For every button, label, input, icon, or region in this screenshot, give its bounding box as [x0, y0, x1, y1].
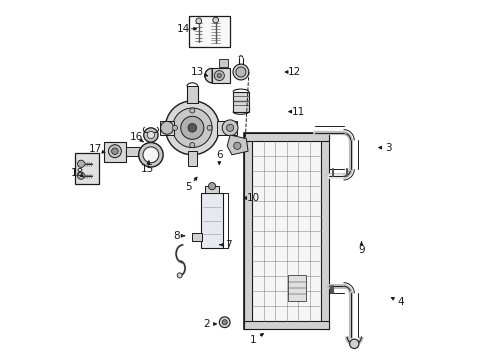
- Text: 13: 13: [191, 67, 204, 77]
- Circle shape: [212, 17, 218, 23]
- Circle shape: [77, 172, 84, 179]
- Circle shape: [172, 108, 212, 148]
- Text: 18: 18: [70, 168, 83, 178]
- Bar: [287, 275, 305, 301]
- Bar: [244, 133, 328, 141]
- Text: 5: 5: [185, 182, 192, 192]
- Text: 8: 8: [172, 231, 179, 241]
- Circle shape: [235, 67, 245, 77]
- Bar: [75, 153, 99, 184]
- Circle shape: [111, 148, 118, 154]
- Circle shape: [147, 131, 154, 139]
- Bar: [187, 151, 196, 166]
- Circle shape: [233, 142, 241, 149]
- Text: 4: 4: [397, 297, 404, 307]
- Text: 1: 1: [250, 335, 256, 345]
- Bar: [244, 133, 328, 329]
- Text: 16: 16: [130, 132, 143, 142]
- Circle shape: [108, 145, 121, 158]
- Circle shape: [226, 124, 233, 131]
- Text: 2: 2: [203, 319, 209, 329]
- Circle shape: [177, 273, 182, 278]
- Circle shape: [206, 125, 212, 130]
- Circle shape: [172, 125, 177, 130]
- Text: 7: 7: [224, 240, 231, 250]
- Text: 17: 17: [88, 144, 102, 154]
- Bar: [204, 186, 219, 193]
- Circle shape: [219, 317, 230, 328]
- Circle shape: [187, 123, 196, 132]
- Bar: [212, 68, 230, 83]
- Circle shape: [217, 73, 221, 78]
- Bar: [104, 142, 125, 162]
- Circle shape: [143, 128, 158, 142]
- Circle shape: [160, 121, 173, 134]
- Circle shape: [181, 116, 203, 139]
- Wedge shape: [204, 68, 212, 83]
- Circle shape: [222, 120, 238, 136]
- Polygon shape: [227, 135, 247, 155]
- Circle shape: [139, 143, 163, 167]
- Text: 15: 15: [141, 164, 154, 174]
- Bar: [192, 233, 202, 241]
- Bar: [201, 193, 223, 248]
- Bar: [219, 59, 228, 67]
- Bar: [125, 147, 140, 156]
- Circle shape: [214, 71, 224, 81]
- Circle shape: [208, 183, 215, 190]
- Circle shape: [142, 147, 159, 163]
- Bar: [186, 86, 197, 103]
- Text: 10: 10: [246, 193, 260, 203]
- Text: 14: 14: [176, 24, 189, 34]
- Text: 9: 9: [357, 245, 364, 255]
- Circle shape: [189, 108, 194, 113]
- Circle shape: [77, 160, 84, 167]
- Circle shape: [349, 339, 358, 348]
- Circle shape: [196, 18, 201, 24]
- Circle shape: [222, 320, 227, 325]
- Circle shape: [165, 101, 219, 155]
- Text: 6: 6: [216, 150, 222, 160]
- Text: 12: 12: [288, 67, 301, 77]
- Bar: [160, 121, 174, 135]
- Bar: [188, 16, 230, 47]
- Text: 11: 11: [291, 107, 305, 117]
- Bar: [232, 92, 248, 112]
- Bar: [244, 321, 328, 329]
- Bar: [244, 133, 252, 329]
- Bar: [321, 133, 328, 329]
- Circle shape: [189, 143, 194, 148]
- Text: 3: 3: [385, 143, 391, 153]
- Circle shape: [232, 64, 248, 80]
- Bar: [217, 121, 237, 135]
